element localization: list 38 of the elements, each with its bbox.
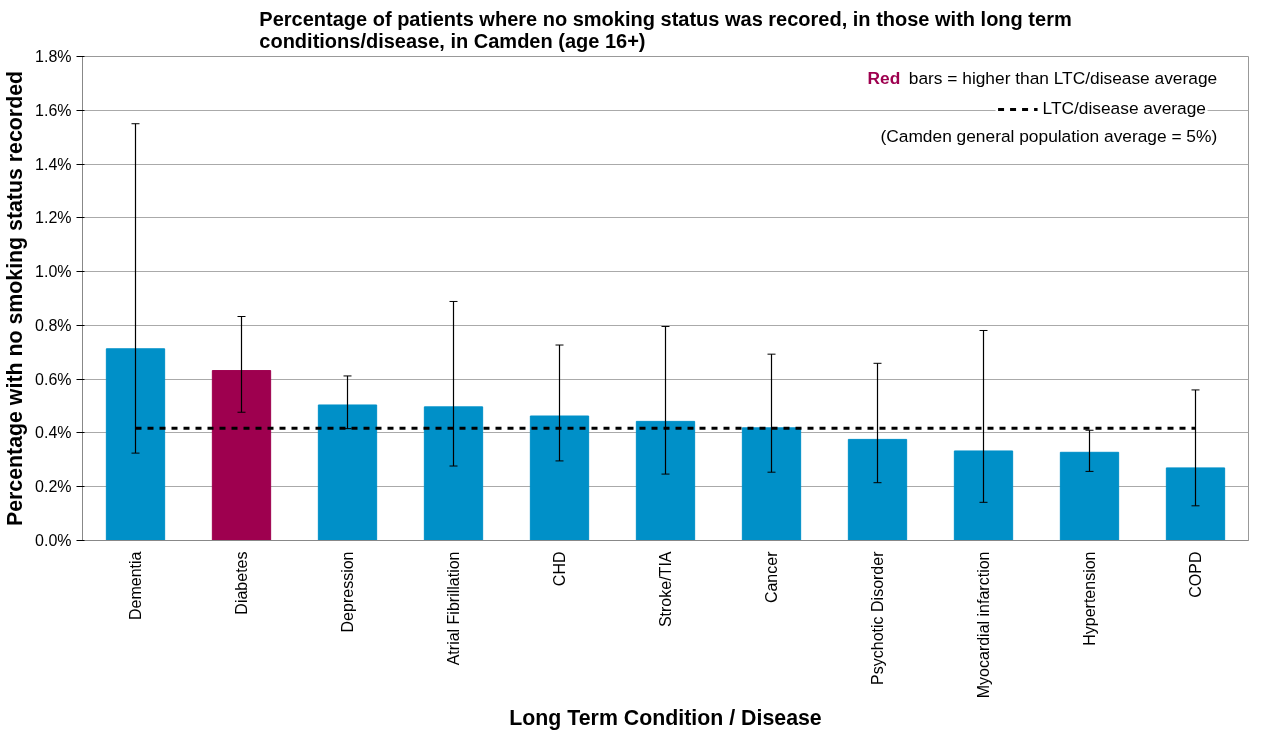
bar [953,450,1014,541]
bar [635,420,696,541]
x-tick-label: Myocardial infarction [975,551,992,699]
y-tick-label: 1.2% [35,209,72,227]
bar [423,406,484,541]
y-tick-label: 0.6% [35,370,72,388]
bar [211,370,272,541]
x-tick-label: CHD [551,551,568,587]
y-tick-label: 1.8% [35,48,72,65]
x-tick-label: Cancer [763,550,780,604]
bar [1059,451,1120,541]
y-tick-label: 0.8% [35,316,72,334]
y-tick-label: 1.4% [35,155,72,173]
annotation: Red bars = higher than LTC/disease average [867,68,1218,89]
bar [105,348,166,541]
y-tick-label: 1.6% [35,101,72,119]
annotation: (Camden general population average = 5%) [880,126,1218,147]
bar [847,438,908,541]
x-axis-title: Long Term Condition / Disease [509,706,822,731]
x-tick-label: COPD [1187,551,1204,598]
bar [1165,467,1226,541]
x-tick-label: Psychotic Disorder [869,550,886,685]
y-axis-title: Percentage with no smoking status recorded [3,70,28,527]
bar [317,404,378,541]
bar [741,427,802,541]
y-tick-label: 0.4% [35,424,72,442]
x-tick-label: Depression [339,551,356,633]
legend-label: LTC/disease average [1042,98,1206,119]
y-tick-label: 0.0% [35,532,72,549]
x-tick-label: Hypertension [1081,551,1098,646]
y-tick-label: 1.0% [35,263,72,281]
bar [529,415,590,541]
chart-title: Percentage of patients where no smoking status was recored, in those with long term conditions/disease, in Camden (age 16+) [259,7,1072,52]
x-tick-label: Diabetes [233,551,250,615]
y-tick-label: 0.2% [35,478,72,496]
x-tick-label: Dementia [127,551,144,620]
x-tick-label: Atrial Fibrillation [445,551,462,666]
x-tick-label: Stroke/TIA [657,551,674,628]
